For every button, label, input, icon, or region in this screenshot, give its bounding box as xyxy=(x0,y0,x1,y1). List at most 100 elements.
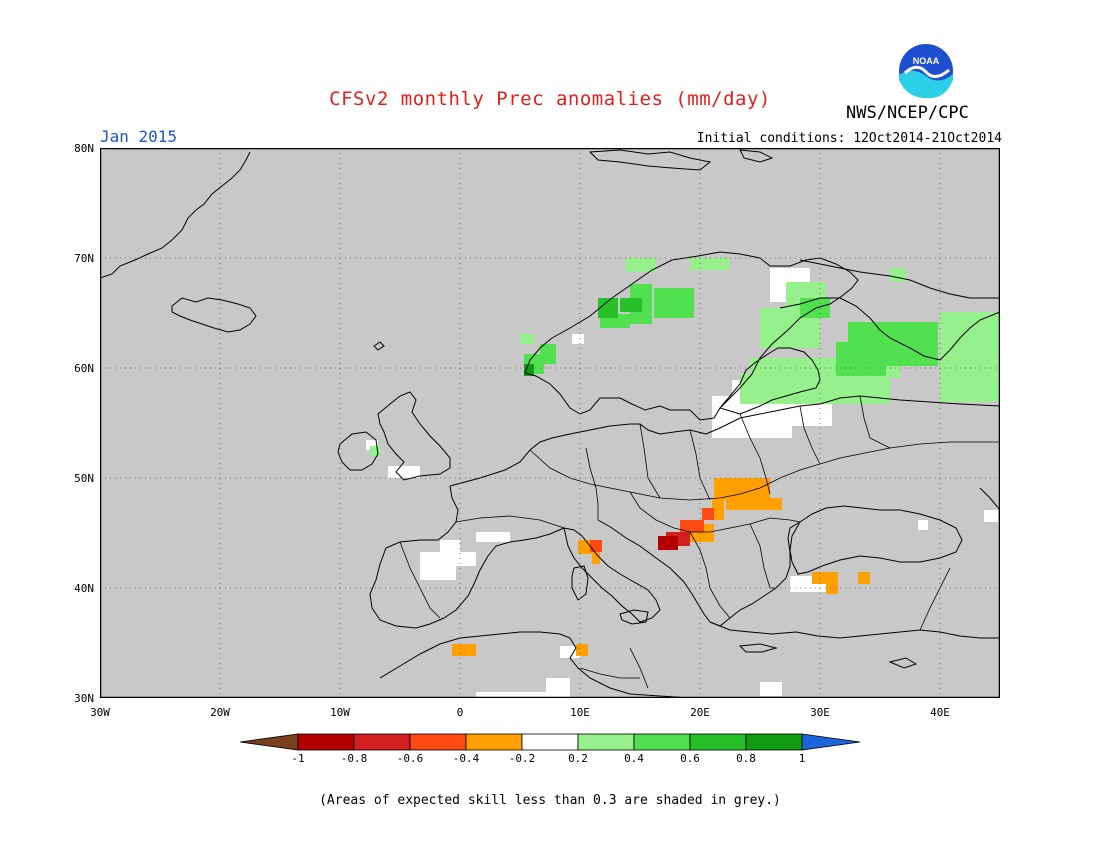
legend-tick-label: -0.2 xyxy=(508,752,536,765)
anomaly-cell-white xyxy=(420,552,476,566)
logo-text: NOAA xyxy=(913,56,940,66)
legend-tick-label: -0.8 xyxy=(340,752,368,765)
legend-tick-label: 0.6 xyxy=(680,752,700,765)
anomaly-cell-redorange xyxy=(702,508,714,520)
africa-coast xyxy=(379,631,691,698)
lon-label-20e: 20E xyxy=(690,706,710,719)
anomaly-cell-white xyxy=(572,334,584,344)
agency-label: NWS/NCEP/CPC xyxy=(846,103,969,123)
skill-footnote: (Areas of expected skill less than 0.3 a… xyxy=(319,793,781,808)
ireland-coast xyxy=(337,431,379,471)
sardinia-coast xyxy=(571,565,589,601)
lat-label-60n: 60N xyxy=(74,362,94,375)
anomaly-cell-redorange xyxy=(590,540,602,552)
anomaly-cell-darkestgreen xyxy=(524,364,534,376)
anomaly-cell-lightgreen xyxy=(690,258,730,270)
lon-label-30w: 30W xyxy=(90,706,110,719)
caspian-coast xyxy=(979,487,1000,511)
sicily-coast xyxy=(619,609,649,625)
iberia-coast xyxy=(369,485,565,629)
anomaly-cell-lightgreen xyxy=(740,374,890,404)
legend-above-max-arrow xyxy=(801,733,861,751)
anomaly-cell-white xyxy=(440,540,460,552)
legend-bin-5 xyxy=(577,733,635,751)
anomaly-cell-orange xyxy=(858,572,870,584)
svalbard-coast xyxy=(588,149,712,171)
legend-bin-4 xyxy=(521,733,579,751)
turkey-coast xyxy=(709,621,1000,639)
anomaly-cell-darkgreen xyxy=(620,298,642,312)
faroe-islands xyxy=(373,341,385,351)
greenland-coast xyxy=(100,151,251,279)
anomaly-cell-darkgreen xyxy=(598,298,618,318)
anomaly-cell-redorange xyxy=(680,520,704,532)
lon-label-0: 0 xyxy=(456,706,464,719)
chart-title: CFSv2 monthly Prec anomalies (mm/day) xyxy=(329,88,771,110)
legend-bin-7 xyxy=(689,733,747,751)
legend-tick-label: 0.2 xyxy=(568,752,588,765)
lat-label-70n: 70N xyxy=(74,252,94,265)
noaa-logo: NOAA xyxy=(896,41,956,101)
svalbard-coast-2 xyxy=(739,149,774,163)
forecast-month: Jan 2015 xyxy=(100,127,178,146)
anomaly-cell-white xyxy=(420,566,456,580)
lon-label-20w: 20W xyxy=(210,706,230,719)
map-border xyxy=(100,148,1000,698)
legend-bin-6 xyxy=(633,733,691,751)
anomaly-cell-orange xyxy=(592,552,600,564)
anomaly-cells xyxy=(366,258,1000,698)
anomaly-cell-white xyxy=(760,682,782,696)
legend-bin-3 xyxy=(465,733,523,751)
cyprus-coast xyxy=(888,657,918,669)
anomaly-cell-orange xyxy=(714,478,770,500)
anomaly-cell-green xyxy=(836,342,886,376)
finland-coast xyxy=(719,347,821,415)
anomaly-cell-white xyxy=(366,440,378,450)
anomaly-cell-white xyxy=(918,520,928,530)
lon-label-10e: 10E xyxy=(570,706,590,719)
legend-tick-label: 0.8 xyxy=(736,752,756,765)
britain-coast xyxy=(377,391,451,481)
legend-bin-1 xyxy=(353,733,411,751)
anomaly-cell-white xyxy=(476,532,510,542)
iceland-coast xyxy=(171,297,257,333)
italy-coast xyxy=(563,527,661,623)
crete-coast xyxy=(738,643,778,653)
anomaly-cell-white xyxy=(476,692,560,698)
legend-tick-label: 1 xyxy=(798,752,806,765)
anomaly-cell-orange xyxy=(712,498,724,520)
legend-below-min-arrow xyxy=(240,733,299,751)
anomaly-cell-lightgreen xyxy=(626,258,656,272)
lat-label-80n: 80N xyxy=(74,142,94,155)
anomaly-cell-orange xyxy=(576,644,588,656)
white-sea xyxy=(779,297,1000,361)
grid xyxy=(100,148,1000,698)
anomaly-cell-lightgreen xyxy=(890,268,906,282)
lat-label-40n: 40N xyxy=(74,582,94,595)
anomaly-cell-lightgreen xyxy=(370,446,380,456)
anomaly-cell-green xyxy=(654,288,694,318)
map-background xyxy=(100,148,1000,698)
anomaly-cell-darkred xyxy=(658,536,678,550)
kola-coast xyxy=(799,259,1000,299)
lon-label-40e: 40E xyxy=(930,706,950,719)
legend-tick-label: 0.4 xyxy=(624,752,644,765)
legend-bin-0 xyxy=(297,733,355,751)
scandinavia-coast xyxy=(524,251,859,421)
anomaly-cell-lightgreen xyxy=(520,334,534,344)
europe-coast xyxy=(449,395,1000,487)
anomaly-map xyxy=(100,148,1000,698)
anomaly-cell-orange xyxy=(726,498,782,510)
lon-label-30e: 30E xyxy=(810,706,830,719)
legend-tick-label: -0.4 xyxy=(452,752,480,765)
lat-label-50n: 50N xyxy=(74,472,94,485)
anomaly-cell-orange xyxy=(812,572,838,584)
anomaly-cell-white xyxy=(546,678,570,698)
legend-bin-2 xyxy=(409,733,467,751)
legend-tick-label: -1 xyxy=(291,752,305,765)
anomaly-cell-white xyxy=(984,510,998,522)
lon-label-10w: 10W xyxy=(330,706,350,719)
color-legend xyxy=(240,733,861,751)
anomaly-cell-white xyxy=(388,466,420,478)
legend-bin-8 xyxy=(745,733,803,751)
